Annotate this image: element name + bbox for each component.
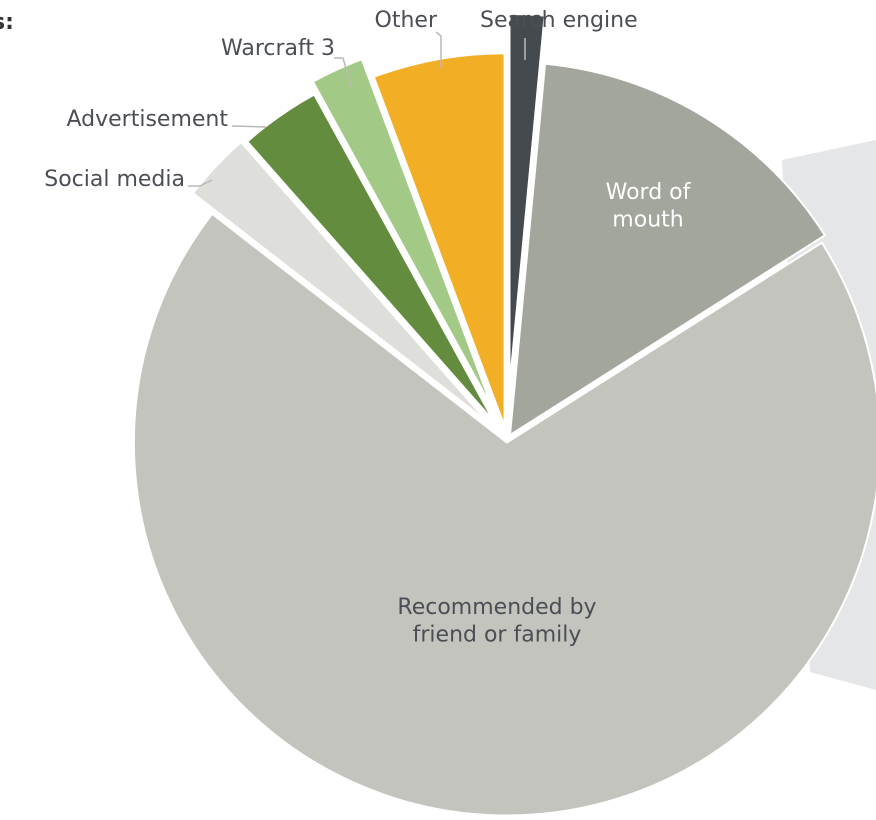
slice-label-word-of-mouth: Word of mouth [606, 180, 692, 233]
slice-label-search-engine: Search engine [480, 8, 638, 33]
pie-slice-word-of-mouth [508, 62, 827, 438]
pie-slice-search-engine [508, 12, 546, 388]
slice-label-warcraft-3: Warcraft 3 [221, 36, 335, 61]
leader-line-other [435, 31, 442, 68]
slice-label-social-media: Social media [44, 167, 185, 192]
pie-slice-advertisement [245, 93, 495, 423]
slice-label-advertisement: Advertisement [67, 107, 229, 132]
pie-slice-warcraft-3 [311, 57, 494, 410]
pie-slice-other [372, 52, 506, 427]
pie-slice-social-media [191, 140, 489, 423]
pie-slice-recommended-by-friend-or-family [132, 212, 876, 817]
heading-fragment: s: [0, 10, 14, 35]
leader-line-social-media [188, 179, 213, 187]
slice-label-other: Other [375, 8, 438, 33]
slice-label-recommended-by-friend-or-family: Recommended by friend or family [397, 595, 596, 648]
leader-line-warcraft-3 [334, 57, 352, 87]
leader-line-advertisement [231, 125, 267, 128]
